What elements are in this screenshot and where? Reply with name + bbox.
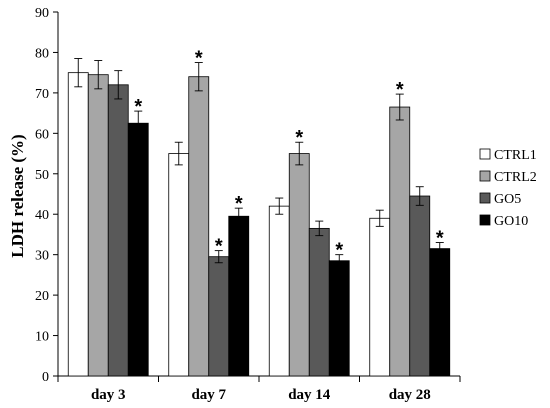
bar-ctrl1-day-28 bbox=[369, 217, 391, 377]
bar-go10-day-14 bbox=[328, 260, 350, 377]
plot-area: 0 10 20 30 40 50 60 70 80 90 day 3 * day 7 * * * day 14 *… bbox=[35, 6, 461, 403]
x-category-label: day 3 bbox=[91, 387, 126, 403]
bar-ctrl1-day-3 bbox=[67, 72, 89, 377]
x-category-label: day 7 bbox=[191, 387, 226, 403]
significance-star: * bbox=[295, 127, 303, 149]
y-tick-label: 40 bbox=[35, 208, 49, 223]
y-tick-label: 70 bbox=[35, 87, 49, 102]
bar-ctrl1-day-14 bbox=[268, 205, 290, 377]
legend-swatch-ctrl2 bbox=[479, 170, 491, 182]
significance-star: * bbox=[396, 79, 404, 101]
y-axis-label: LDH release (%) bbox=[8, 134, 27, 257]
bar-ctrl1-day-7 bbox=[168, 153, 190, 377]
significance-star: * bbox=[436, 228, 444, 250]
legend-label-ctrl2: CTRL2 bbox=[494, 170, 537, 185]
x-category-label: day 14 bbox=[288, 387, 331, 403]
legend-label-go5: GO5 bbox=[494, 192, 521, 207]
y-tick-label: 20 bbox=[35, 289, 49, 304]
y-tick-label: 60 bbox=[35, 127, 49, 142]
bar-go5-day-28 bbox=[409, 195, 431, 377]
bar-ctrl2-day-28 bbox=[389, 106, 411, 377]
x-category-label: day 28 bbox=[389, 387, 431, 403]
y-tick-label: 50 bbox=[35, 168, 49, 183]
legend-label-go10: GO10 bbox=[494, 214, 528, 229]
legend-label-ctrl1: CTRL1 bbox=[494, 148, 537, 163]
y-tick-label: 80 bbox=[35, 46, 49, 61]
significance-star: * bbox=[195, 48, 203, 70]
bar-ctrl2-day-14 bbox=[288, 153, 310, 377]
significance-star: * bbox=[215, 236, 223, 258]
bar-go5-day-3 bbox=[107, 84, 129, 377]
significance-star: * bbox=[134, 96, 142, 118]
bar-go10-day-28 bbox=[429, 248, 451, 377]
bar-ctrl2-day-3 bbox=[87, 74, 109, 377]
y-tick-label: 30 bbox=[35, 249, 49, 264]
bar-ctrl2-day-7 bbox=[188, 76, 210, 377]
y-tick-label: 10 bbox=[35, 330, 49, 345]
bar-go5-day-7 bbox=[208, 256, 230, 377]
legend-swatch-go5 bbox=[479, 192, 491, 204]
legend: CTRL1 CTRL2 GO5 GO10 bbox=[479, 148, 537, 229]
bar-go10-day-7 bbox=[228, 215, 250, 377]
significance-star: * bbox=[235, 193, 243, 215]
legend-swatch-go10 bbox=[479, 214, 491, 226]
legend-swatch-ctrl1 bbox=[479, 148, 491, 160]
significance-star: * bbox=[335, 240, 343, 262]
bar-go10-day-3 bbox=[127, 122, 149, 377]
y-tick-label: 0 bbox=[42, 370, 49, 385]
y-tick-label: 90 bbox=[35, 6, 49, 21]
bar-go5-day-14 bbox=[308, 227, 330, 377]
